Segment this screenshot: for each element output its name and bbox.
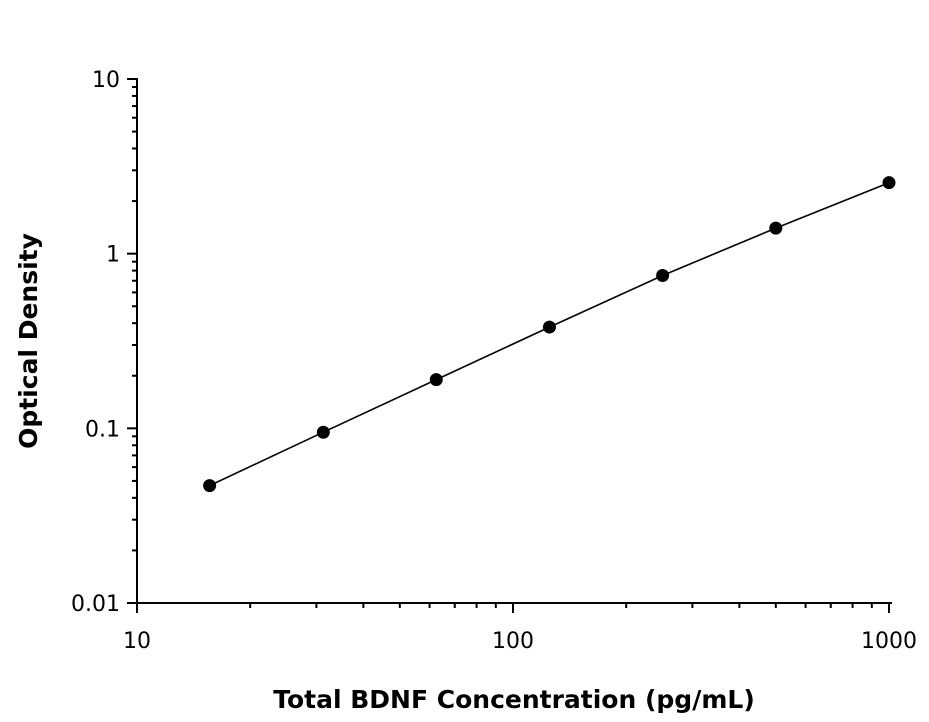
y-tick-label: 10 — [92, 68, 120, 93]
data-point — [542, 320, 556, 334]
data-point — [429, 373, 443, 387]
data-point — [316, 425, 330, 439]
tick-labels: 0.01 0.1 1 10 10 100 1000 — [71, 68, 917, 654]
x-tick-label: 10 — [123, 629, 151, 654]
x-tick-label: 100 — [492, 629, 534, 654]
data-points — [203, 176, 896, 493]
data-point — [769, 221, 783, 235]
y-tick-label: 0.01 — [71, 592, 120, 617]
y-axis-title: Optical Density — [14, 233, 43, 449]
fit-curve — [209, 181, 890, 487]
axes — [136, 78, 892, 604]
axis-ticks — [127, 78, 890, 613]
y-tick-label: 0.1 — [85, 417, 120, 442]
y-tick-label: 1 — [106, 243, 120, 268]
x-axis-title: Total BDNF Concentration (pg/mL) — [273, 685, 755, 714]
data-point — [656, 268, 670, 282]
data-point — [882, 176, 896, 190]
data-point — [203, 479, 217, 493]
x-tick-label: 1000 — [861, 629, 917, 654]
